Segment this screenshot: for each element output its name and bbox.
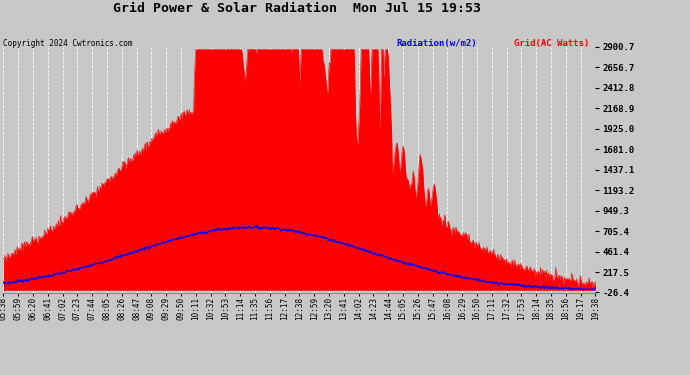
Text: Radiation(w/m2): Radiation(w/m2) (397, 39, 477, 48)
Text: Grid Power & Solar Radiation  Mon Jul 15 19:53: Grid Power & Solar Radiation Mon Jul 15 … (112, 2, 481, 15)
Text: Copyright 2024 Cwtronics.com: Copyright 2024 Cwtronics.com (3, 39, 133, 48)
Text: Grid(AC Watts): Grid(AC Watts) (514, 39, 589, 48)
